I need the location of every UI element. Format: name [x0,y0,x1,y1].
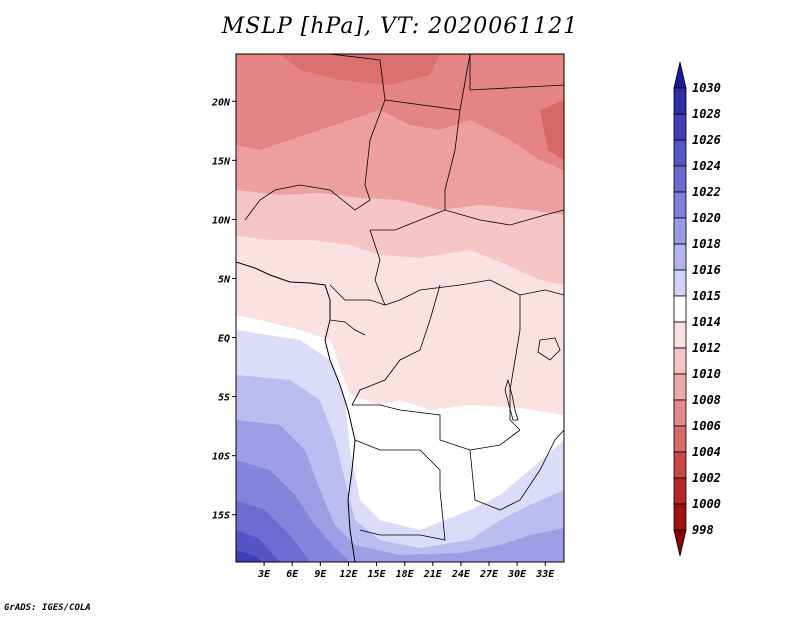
lat-tick-label: 5N [218,274,231,285]
lon-tick-label: 27E [479,569,499,580]
colorbar-swatch [673,529,687,557]
lake-victoria [537,337,561,361]
lon-tick-label: 12E [339,569,358,580]
colorbar-label: 1000 [692,497,721,511]
colorbar-swatch [673,139,687,167]
colorbar-label: 998 [692,523,714,537]
colorbar-swatch [673,113,687,141]
colorbar: 1030 1028 1026 1024 1022 1020 1018 1016 1015 1014… [673,61,721,557]
colorbar-swatch [673,477,687,505]
lat-tick-label: 10N [212,215,231,226]
field-band-1004 [540,100,564,160]
pressure-field [236,54,564,562]
colorbar-label: 1016 [692,263,721,277]
colorbar-swatch [673,87,687,115]
chart-title: MSLP [hPa], VT: 2020061121 [221,14,579,39]
country-borders [244,54,564,541]
lon-tick-label: 30E [507,569,527,580]
colorbar-label: 1012 [692,341,721,355]
lon-tick-label: 18E [396,569,415,580]
coastline [236,261,356,562]
colorbar-swatch [673,503,687,531]
field-band-1026 [236,550,262,562]
lon-tick-label: 15E [368,569,387,580]
lake-tanganyika [504,378,519,421]
colorbar-swatch [673,217,687,245]
colorbar-swatch [673,425,687,453]
grads-credit: GrADS: IGES/COLA [4,603,91,613]
colorbar-label: 1002 [692,471,721,485]
colorbar-swatch [673,191,687,219]
colorbar-swatch [673,373,687,401]
colorbar-swatch [673,295,687,323]
lat-tick-label: 10S [212,452,230,463]
colorbar-swatch [673,399,687,427]
lat-tick-label: EQ [218,334,230,345]
map-frame [235,53,565,563]
lat-tick-label: 15S [212,511,230,522]
lon-tick-label: 3E [257,569,271,580]
field-band-1004b [280,54,440,85]
colorbar-label: 1026 [692,133,721,147]
lat-tick-label: 20N [211,97,231,108]
colorbar-label: 1006 [692,419,721,433]
latitude-axis: 20N 15N 10N 5N EQ 5S 10S 15S [211,97,236,522]
lat-tick-label: 15N [212,156,231,167]
lon-tick-label: 24E [451,569,471,580]
colorbar-swatch [673,347,687,375]
colorbar-label: 1010 [692,367,721,381]
colorbar-label: 1015 [692,289,721,303]
lon-tick-label: 9E [314,569,327,580]
colorbar-label: 1028 [692,107,721,121]
lat-tick-label: 5S [218,393,230,404]
colorbar-swatch [673,61,687,89]
colorbar-label: 1022 [692,185,721,199]
colorbar-swatch [673,269,687,297]
colorbar-label: 1004 [692,445,721,459]
lon-tick-label: 6E [286,569,299,580]
colorbar-swatch [673,243,687,271]
colorbar-label: 1014 [692,315,721,329]
colorbar-label: 1018 [692,237,721,251]
longitude-axis: 3E 6E 9E 12E 15E 18E 21E 24E 27E 30E 33E [257,562,555,580]
colorbar-swatch [673,165,687,193]
colorbar-label: 1020 [692,211,721,225]
colorbar-label: 1030 [692,81,721,95]
lon-tick-label: 33E [535,569,555,580]
colorbar-label: 1024 [692,159,721,173]
colorbar-swatch [673,451,687,479]
lon-tick-label: 21E [423,569,443,580]
field-band-1006 [236,54,564,170]
field-band-1018 [236,420,564,562]
colorbar-label: 1008 [692,393,721,407]
colorbar-swatch [673,321,687,349]
